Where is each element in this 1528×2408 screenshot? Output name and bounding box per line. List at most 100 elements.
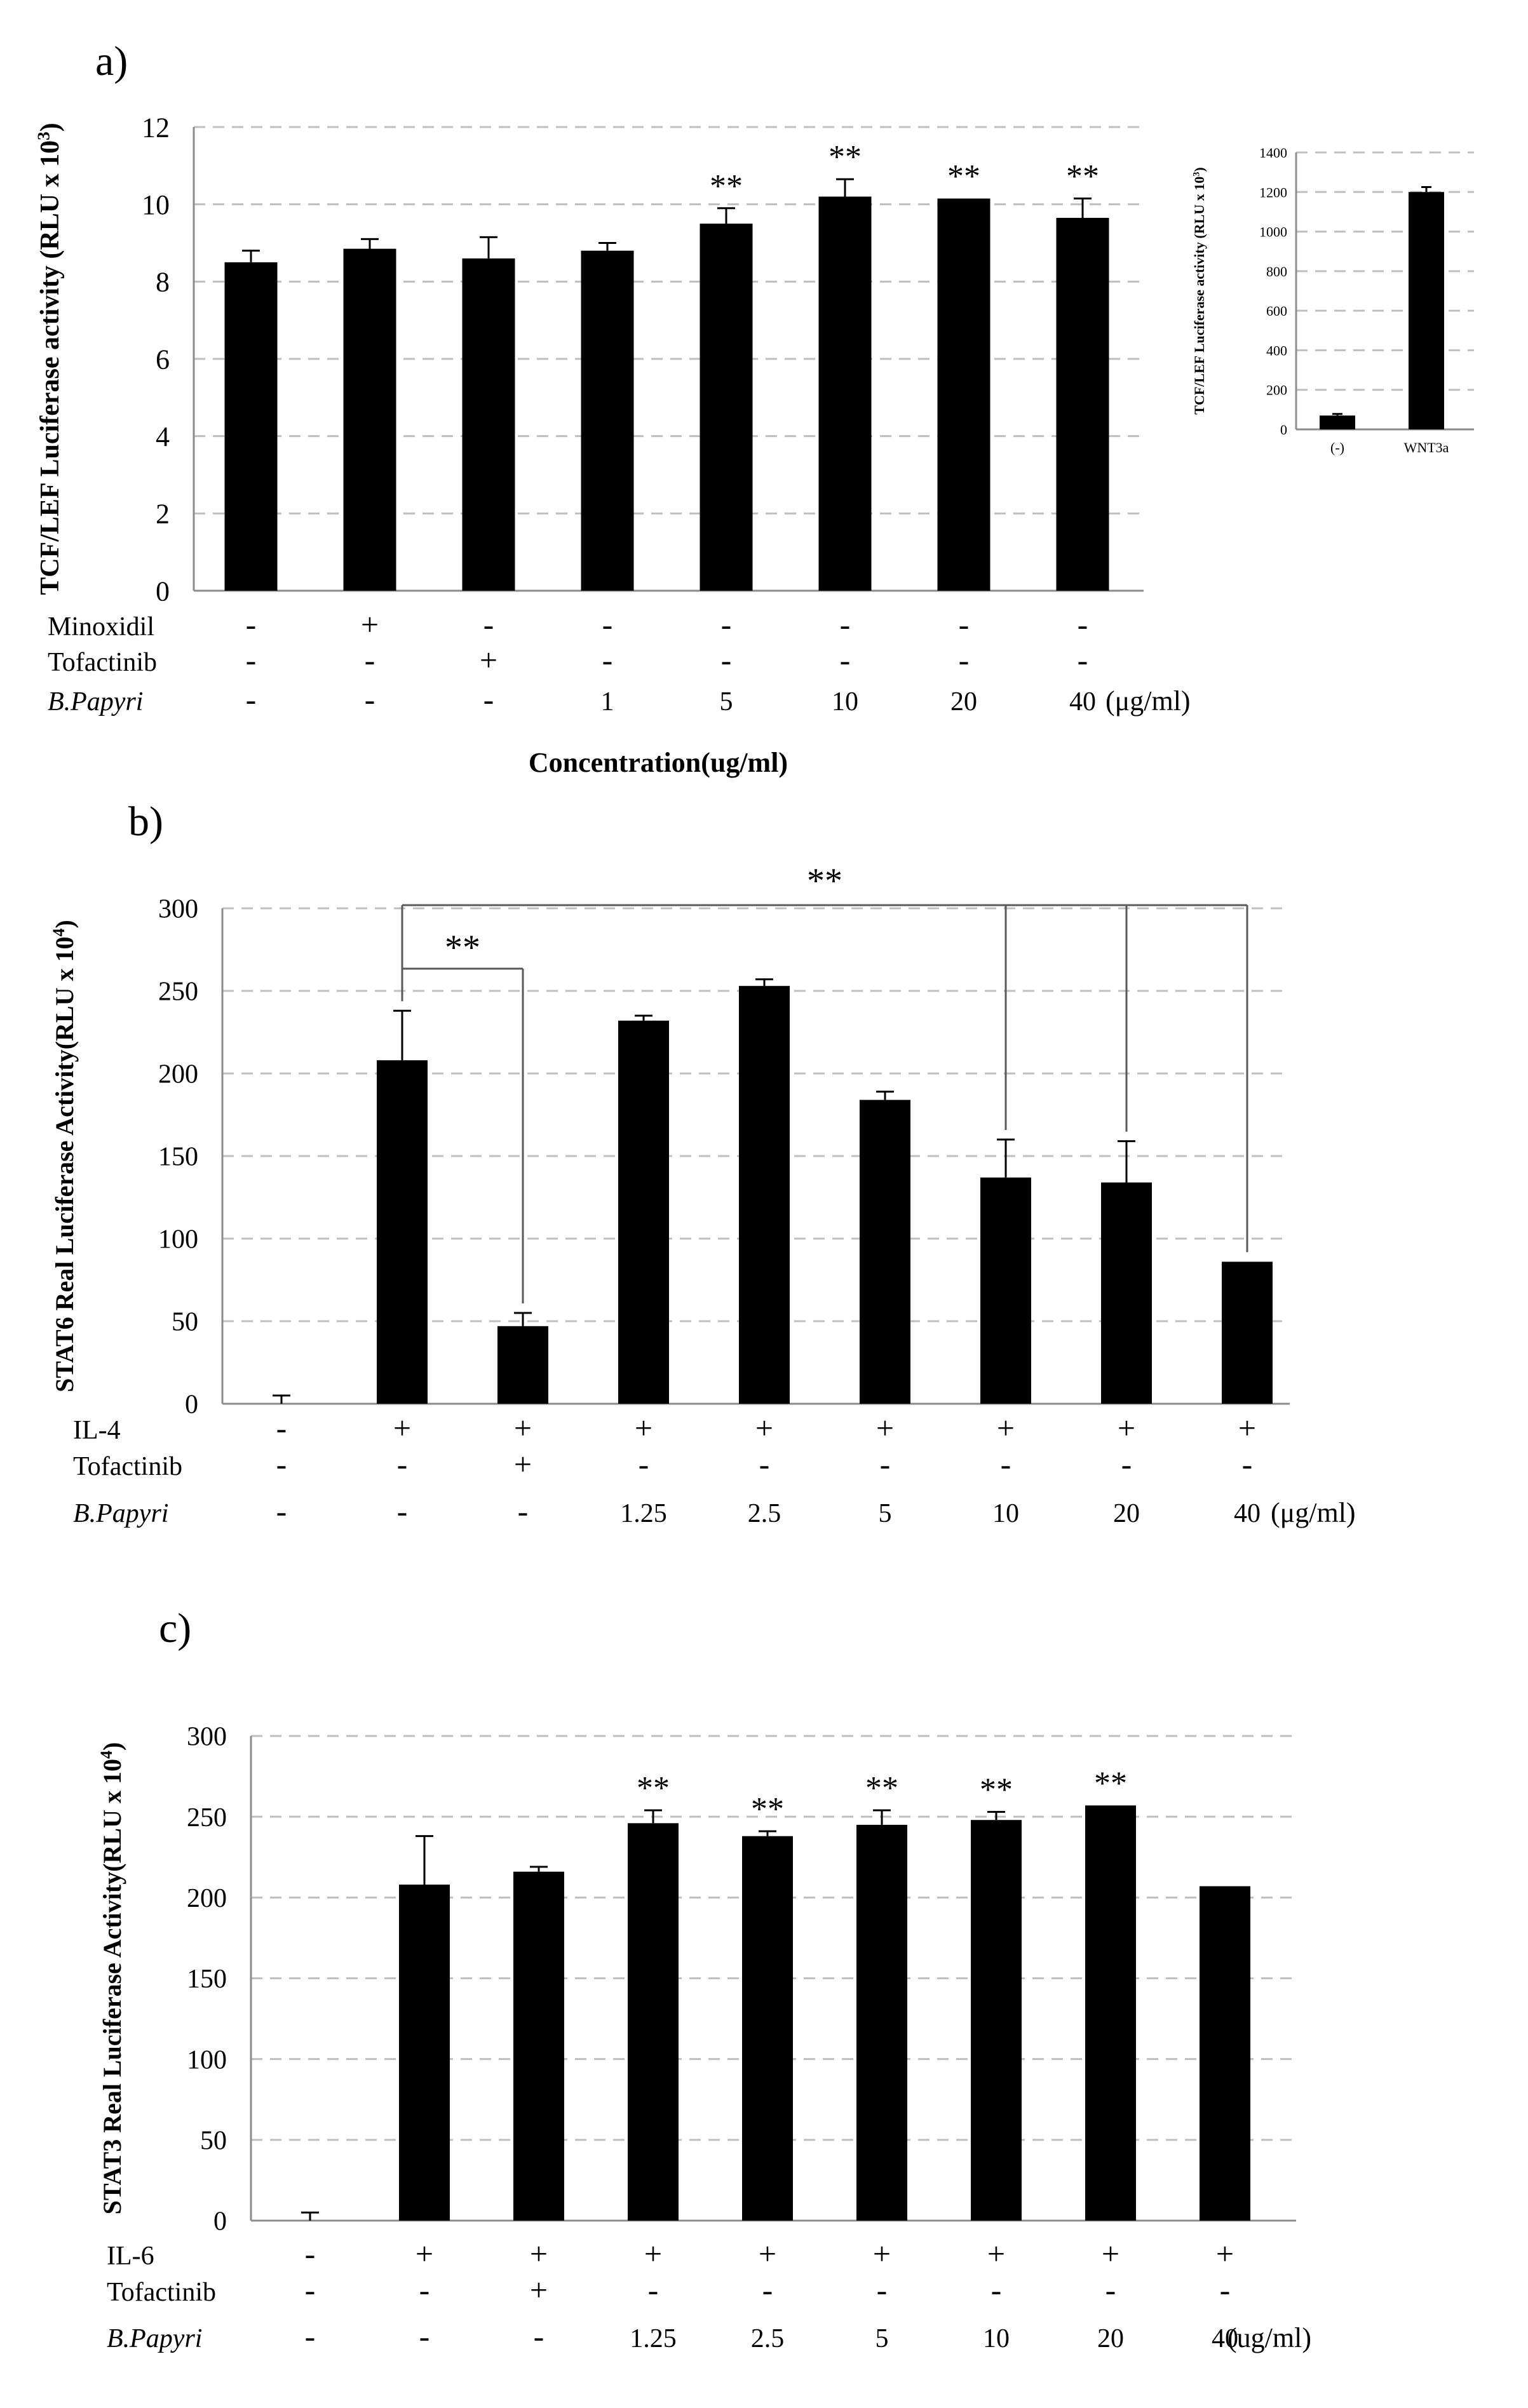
y-tick-label: 6	[156, 344, 170, 375]
y-tick-label: 300	[158, 895, 198, 924]
y-tick-label: 1400	[1259, 145, 1287, 161]
y-axis-label-close: )	[1191, 167, 1207, 172]
treatment-cell: +	[1238, 1410, 1256, 1446]
treatment-cell: +	[1102, 2236, 1119, 2271]
bar	[343, 248, 396, 591]
y-axis-label-main: STAT3 Real Luciferase Activity(RLU x 10	[98, 1759, 126, 2214]
treatment-cell: +	[644, 2236, 662, 2271]
treatment-cell: -	[880, 1446, 891, 1482]
bar	[618, 1020, 669, 1404]
significance-marker: **	[710, 168, 743, 205]
bar	[1409, 192, 1444, 429]
significance-marker: **	[445, 928, 480, 967]
treatment-cell: -	[759, 1446, 770, 1482]
treatment-cell: 10	[983, 2324, 1010, 2353]
treatment-cell: -	[1078, 642, 1088, 678]
treatment-cell: -	[305, 2272, 316, 2308]
y-tick-label: 1200	[1259, 184, 1287, 200]
y-tick-label: 50	[200, 2127, 227, 2156]
treatment-cell: -	[365, 682, 375, 717]
treatment-cell: -	[840, 642, 851, 678]
treatment-cell: -	[1220, 2272, 1231, 2308]
treatment-cell: 40	[1212, 2324, 1238, 2353]
panel-c-label: c)	[159, 1605, 191, 1651]
treatment-cell: +	[361, 607, 379, 642]
significance-marker: **	[980, 1772, 1013, 1808]
treatment-cell: -	[397, 1446, 408, 1482]
treatment-cell: -	[483, 682, 494, 717]
treatment-cell: +	[514, 1446, 532, 1482]
y-tick-label: 4	[156, 421, 170, 452]
panel-b-label: b)	[128, 798, 163, 845]
y-tick-label: 10	[142, 189, 170, 220]
y-axis-label-close: )	[36, 123, 65, 131]
bar	[980, 1177, 1031, 1404]
significance-marker: **	[751, 1791, 784, 1827]
treatment-cell: -	[721, 642, 732, 678]
bar	[224, 262, 278, 591]
y-tick-label: 0	[156, 575, 170, 607]
treatment-row-label: Minoxidil	[48, 612, 154, 642]
treatment-cell: +	[876, 1410, 894, 1446]
treatment-cell: -	[648, 2272, 659, 2308]
y-axis-label: STAT6 Real Luciferase Activity(RLU x 104…	[50, 920, 79, 1392]
treatment-cell: -	[483, 607, 494, 642]
bar	[1320, 415, 1355, 429]
y-tick-label: 200	[187, 1884, 227, 1913]
x-tick-label: (-)	[1330, 440, 1344, 455]
bar	[462, 258, 515, 591]
treatment-cell: -	[246, 682, 257, 717]
treatment-cell: +	[755, 1410, 773, 1446]
treatment-cell: 10	[832, 687, 858, 716]
treatment-cell: +	[1118, 1410, 1135, 1446]
y-axis-label-main: TCF/LEF Luciferase activity (RLU x 10	[36, 140, 65, 595]
chart-c-stat3: 0 50 100 150 200 250 300 STAT3 Real Luciferase …	[97, 1723, 1311, 2354]
y-tick-label: 1000	[1259, 224, 1287, 240]
y-axis-label-sup: 3	[1191, 172, 1201, 177]
bar	[377, 1060, 428, 1404]
y-axis-label-main: STAT6 Real Luciferase Activity(RLU x 10	[50, 937, 79, 1392]
treatment-cell: +	[759, 2236, 776, 2271]
treatment-cell: -	[419, 2318, 430, 2354]
y-axis-label-sup: 4	[97, 1751, 116, 1759]
bar	[1101, 1182, 1152, 1404]
treatment-cell: +	[393, 1410, 411, 1446]
y-axis-label: TCF/LEF Luciferase activity (RLU x 103)	[34, 123, 65, 595]
treatment-cell: -	[762, 2272, 773, 2308]
treatment-cell: +	[635, 1410, 652, 1446]
y-tick-label: 0	[213, 2207, 227, 2236]
treatment-cell: -	[365, 642, 375, 678]
chart-inset-wnt3a: 0 200 400 600 800 1000 1200 1400 TCF/LEF Lucifer…	[1191, 145, 1474, 455]
treatment-row-label: Tofactinib	[73, 1452, 182, 1481]
treatment-cell: 5	[720, 687, 733, 716]
treatment-cell: 5	[879, 1499, 892, 1528]
treatment-cell: 20	[1097, 2324, 1124, 2353]
treatment-row-label: IL-4	[73, 1416, 121, 1445]
bar	[1085, 1805, 1136, 2221]
y-tick-label: 100	[158, 1225, 198, 1254]
y-tick-label: 150	[187, 1965, 227, 1994]
treatment-cell: +	[987, 2236, 1005, 2271]
significance-marker: **	[637, 1770, 670, 1806]
unit-label: (μg/ml)	[1105, 685, 1191, 716]
significance-marker: **	[947, 159, 980, 195]
y-tick-label: 250	[158, 978, 198, 1007]
y-tick-label: 400	[1266, 342, 1287, 358]
significance-marker: **	[1094, 1765, 1127, 1801]
treatment-row-label: IL-6	[107, 2242, 154, 2271]
bar	[937, 198, 990, 591]
unit-label: (ug/ml)	[1227, 2322, 1311, 2353]
y-tick-label: 150	[158, 1143, 198, 1172]
unit-label: (μg/ml)	[1271, 1497, 1356, 1528]
treatment-cell: -	[518, 1493, 529, 1529]
treatment-cell: -	[276, 1410, 287, 1446]
treatment-row-label: Tofactinib	[48, 648, 157, 677]
x-tick-label: WNT3a	[1404, 440, 1449, 455]
bar	[399, 1884, 450, 2221]
bar	[1056, 217, 1109, 591]
y-tick-label: 300	[187, 1723, 227, 1752]
treatment-cell: -	[840, 607, 851, 642]
bar	[1222, 1261, 1273, 1404]
treatment-cell: 10	[992, 1499, 1019, 1528]
